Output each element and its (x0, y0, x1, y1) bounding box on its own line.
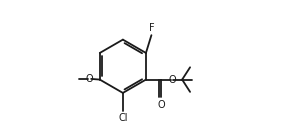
Text: Cl: Cl (118, 113, 128, 123)
Text: O: O (168, 75, 176, 85)
Text: O: O (157, 100, 165, 110)
Text: F: F (149, 23, 155, 33)
Text: O: O (86, 74, 93, 84)
